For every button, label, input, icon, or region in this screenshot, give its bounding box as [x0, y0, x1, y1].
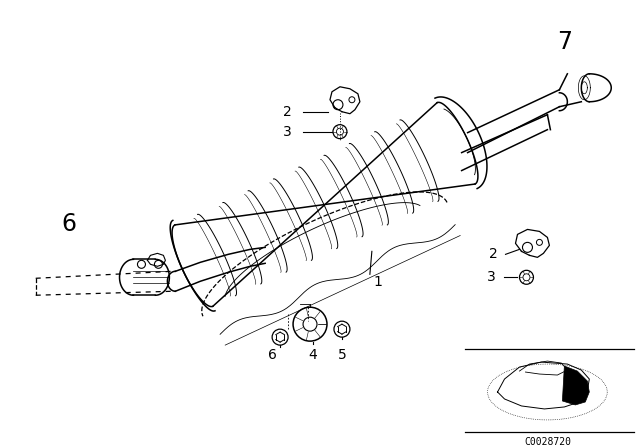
Text: 6: 6: [268, 348, 276, 362]
Text: 7: 7: [557, 30, 572, 54]
Text: 2: 2: [284, 105, 292, 119]
Text: 2: 2: [489, 247, 497, 261]
Text: 4: 4: [308, 348, 317, 362]
Text: 6: 6: [61, 212, 76, 237]
Text: 5: 5: [337, 348, 346, 362]
Text: C0028720: C0028720: [524, 437, 571, 447]
Text: 3: 3: [284, 125, 292, 139]
Text: 3: 3: [487, 270, 495, 284]
Polygon shape: [563, 366, 589, 405]
Text: 1: 1: [374, 275, 383, 289]
